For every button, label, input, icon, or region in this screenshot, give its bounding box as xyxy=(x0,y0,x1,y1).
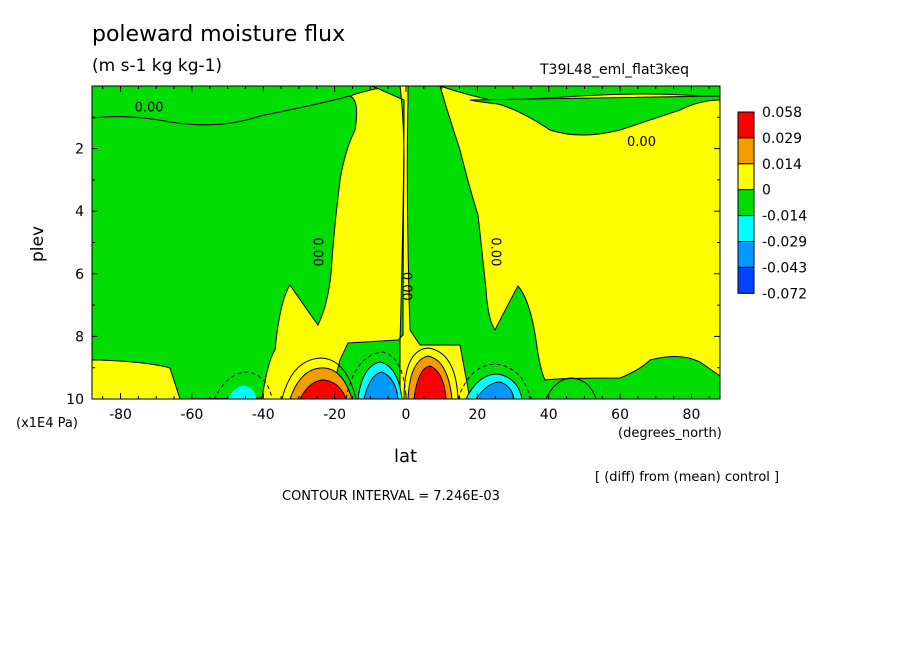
lobe-negative-cyan-far-left xyxy=(228,385,256,399)
colorbar-label: 0.029 xyxy=(762,131,802,147)
colorbar-label: 0.058 xyxy=(762,105,802,121)
lobe-dashed-far-left xyxy=(213,371,273,399)
x-tick-label: 0 xyxy=(402,407,411,423)
y-axis-units: (x1E4 Pa) xyxy=(16,416,78,431)
x-tick-label: -60 xyxy=(180,407,203,423)
colorbar-label: -0.029 xyxy=(762,235,807,251)
lobe-dashed-center-right xyxy=(457,363,531,399)
region-negative-middle xyxy=(92,95,358,399)
x-tick-label: 60 xyxy=(611,407,629,423)
x-tick-label: 20 xyxy=(468,407,486,423)
colorbar-swatch xyxy=(737,215,755,243)
x-tick-label: -80 xyxy=(109,407,132,423)
run-name: T39L48_eml_flat3keq xyxy=(540,62,690,78)
contour-label: 0.00 xyxy=(399,272,414,301)
lobe-dashed-center-left xyxy=(345,351,407,399)
lobe-negative-blue-right xyxy=(475,381,515,399)
diff-note: [ (diff) from (mean) control ] xyxy=(595,470,780,485)
x-axis-ticks: -80 -60 -40 -20 0 20 40 60 80 xyxy=(102,86,710,423)
colorbar: 0.058 0.029 0.014 0 -0.014 -0.029 -0.043 -0.072 xyxy=(737,105,807,302)
region-negative-center-right xyxy=(406,86,720,399)
y-tick-label: 8 xyxy=(75,329,84,345)
colorbar-swatch xyxy=(737,189,755,217)
contour-label: 0.00 xyxy=(309,237,324,266)
colorbar-swatch xyxy=(737,241,755,268)
lobe-positive-red-center xyxy=(413,365,447,399)
region-negative-center xyxy=(329,86,405,399)
region-negative-right-band xyxy=(469,95,720,136)
x-tick-label: 80 xyxy=(683,407,701,423)
colorbar-label: -0.043 xyxy=(762,260,807,276)
x-axis-label: lat xyxy=(394,446,418,467)
contour-labels: 0.00 0.00 0.00 0.00 0.00 xyxy=(135,100,656,300)
lobe-solid-left xyxy=(281,357,357,399)
colorbar-label: 0.014 xyxy=(762,157,802,173)
contour-label: 0.00 xyxy=(135,100,164,115)
colorbar-swatch xyxy=(737,266,755,294)
colorbar-swatch xyxy=(737,111,755,139)
contour-fills xyxy=(92,86,720,399)
chart-title: poleward moisture flux xyxy=(92,22,346,47)
lobe-solid-center xyxy=(403,347,459,399)
x-tick-label: 40 xyxy=(540,407,558,423)
region-negative-top-right xyxy=(439,86,720,103)
x-tick-label: -20 xyxy=(323,407,346,423)
colorbar-label: 0 xyxy=(762,183,771,199)
y-tick-label: 4 xyxy=(75,204,84,220)
y-tick-label: 10 xyxy=(66,392,84,408)
contour-label: 0.00 xyxy=(627,135,656,150)
lobe-negative-blue-left xyxy=(363,371,399,399)
y-axis-ticks: 2 4 6 8 10 xyxy=(66,116,720,408)
x-tick-label: -40 xyxy=(252,407,275,423)
y-tick-label: 2 xyxy=(75,142,84,158)
chart-units: (m s-1 kg kg-1) xyxy=(92,56,223,76)
colorbar-swatch xyxy=(737,163,755,191)
contour-interval: CONTOUR INTERVAL = 7.246E-03 xyxy=(282,489,500,504)
colorbar-label: -0.014 xyxy=(762,209,807,225)
colorbar-swatch xyxy=(737,137,755,165)
y-tick-label: 6 xyxy=(75,267,84,283)
colorbar-label: -0.072 xyxy=(762,286,807,302)
x-axis-units: (degrees_north) xyxy=(618,426,722,441)
contour-label: 0.00 xyxy=(488,237,503,266)
lobe-positive-far-right xyxy=(545,377,597,399)
